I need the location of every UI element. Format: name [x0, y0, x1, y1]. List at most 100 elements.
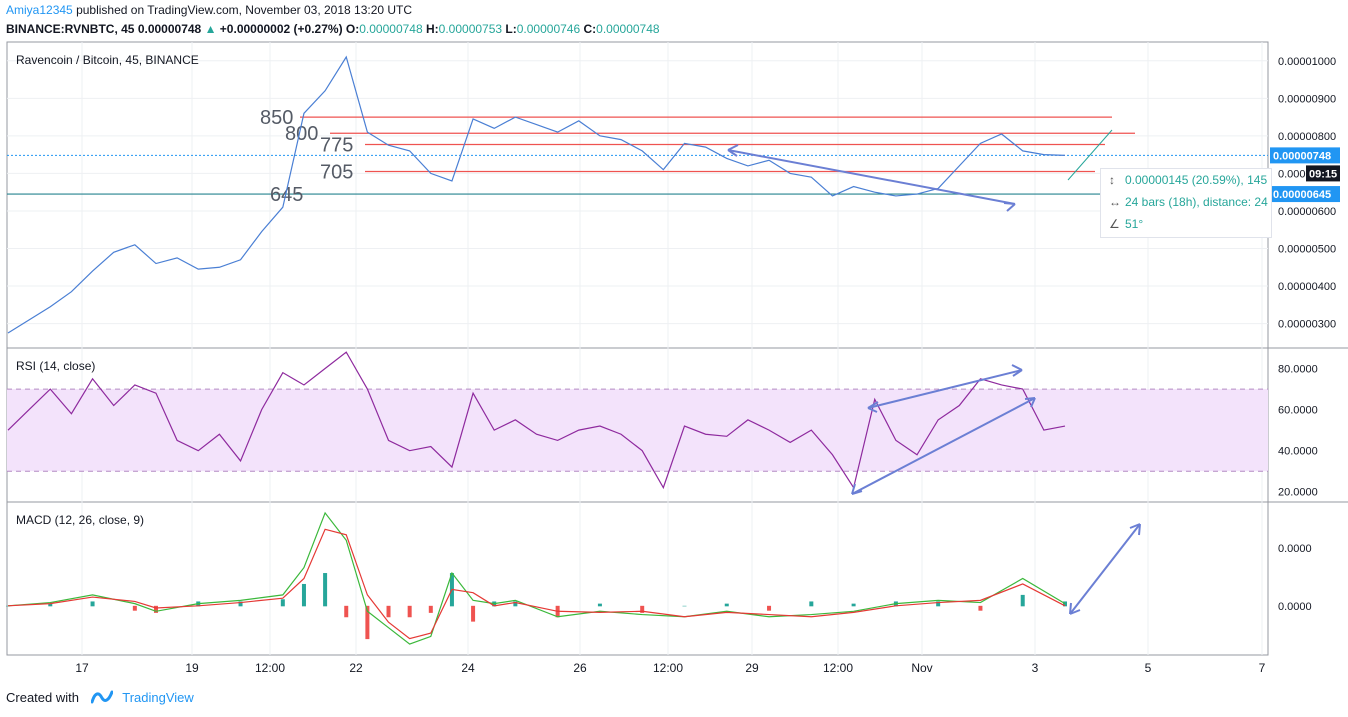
- macd-histogram-bar: [513, 601, 518, 607]
- price-tick-label: 0.00000400: [1278, 281, 1336, 293]
- low-label: L:: [505, 22, 517, 36]
- macd-histogram-bar: [1063, 601, 1067, 607]
- macd-histogram-bar: [1020, 594, 1025, 607]
- macd-histogram-bar: [809, 601, 814, 607]
- symbol-label: BINANCE:RVNBTC, 45: [6, 22, 135, 36]
- macd-histogram-bar: [851, 603, 856, 607]
- macd-histogram-bar: [132, 605, 137, 611]
- level-label: 800: [285, 123, 318, 145]
- close-value: 0.00000748: [596, 22, 660, 36]
- level-label: 705: [320, 162, 353, 184]
- macd-histogram-bar: [6, 605, 10, 607]
- x-tick-label: 5: [1145, 661, 1152, 675]
- level-label: 775: [320, 135, 353, 157]
- macd-histogram-bar: [640, 605, 645, 613]
- publish-info: Amiya12345 published on TradingView.com,…: [6, 3, 412, 17]
- tradingview-link[interactable]: TradingView: [122, 690, 194, 705]
- macd-histogram-bar: [978, 605, 983, 611]
- x-tick-label: 22: [349, 661, 363, 675]
- rsi-trend-arrow: [867, 369, 1023, 409]
- x-tick-label: 17: [75, 661, 89, 675]
- price-tick-label: 0.00000800: [1278, 131, 1336, 143]
- price-tick-label: 0.00000900: [1278, 93, 1336, 105]
- macd-histogram-bar: [428, 605, 433, 613]
- trend-arrow: [727, 149, 1016, 205]
- macd-histogram-bar: [386, 605, 391, 618]
- x-tick-label: 3: [1032, 661, 1039, 675]
- macd-tick-label: 0.0000: [1278, 601, 1312, 613]
- open-value: 0.00000748: [359, 22, 423, 36]
- rsi-tick-label: 60.0000: [1278, 405, 1318, 417]
- price-tick-label: 0.00001000: [1278, 56, 1336, 68]
- high-value: 0.00000753: [438, 22, 503, 36]
- price-axis-label: 0.00000748: [1273, 150, 1331, 162]
- macd-histogram-bar: [365, 605, 370, 640]
- rsi-band: [7, 389, 1268, 472]
- measure-tooltip: ↕ 0.00000145 (20.59%), 145 ↔ 24 bars (18h)…: [1100, 168, 1272, 238]
- macd-tick-label: 0.0000: [1278, 543, 1312, 555]
- measure-bars: 24 bars (18h), distance: 24: [1125, 195, 1268, 209]
- level-label: 645: [270, 184, 303, 206]
- price-axis-label: 0.00000645: [1273, 189, 1331, 201]
- x-tick-label: 12:00: [653, 661, 683, 675]
- publish-text: published on TradingView.com, November 0…: [76, 3, 413, 17]
- macd-projection-arrow: [1069, 523, 1141, 615]
- horizontal-measure-icon: ↔: [1109, 195, 1121, 209]
- measure-change: 0.00000145 (20.59%), 145: [1125, 173, 1268, 187]
- macd-histogram-bar: [280, 599, 285, 607]
- macd-histogram-bar: [344, 605, 349, 618]
- price-axis-label-bg: [1270, 186, 1340, 203]
- macd-histogram-bar: [767, 605, 772, 611]
- macd-line: [7, 511, 1066, 645]
- x-tick-label: 19: [185, 661, 199, 675]
- macd-histogram-bar: [407, 605, 412, 618]
- open-label: O:: [345, 22, 360, 36]
- created-with-text: Created with: [6, 690, 79, 705]
- price-tick-label: 0.00000500: [1278, 244, 1336, 256]
- x-tick-label: 29: [745, 661, 759, 675]
- price-tick-label: 0.00000600: [1278, 206, 1336, 218]
- price-axis-label: 09:15: [1309, 168, 1337, 180]
- up-arrow-icon: ▲: [204, 22, 217, 36]
- macd-histogram-bar: [936, 601, 941, 607]
- author-link[interactable]: Amiya12345: [6, 3, 73, 17]
- close-label: C:: [583, 22, 597, 36]
- high-label: H:: [426, 22, 439, 36]
- arrow-head-icon: [1069, 523, 1141, 615]
- measure-angle: 51°: [1125, 217, 1144, 231]
- rsi-tick-label: 20.0000: [1278, 487, 1318, 499]
- measure-line: [1067, 129, 1113, 181]
- tradingview-logo-icon: [90, 690, 114, 707]
- rsi-series-line: [7, 351, 1066, 490]
- x-tick-label: 12:00: [255, 661, 285, 675]
- macd-histogram-bar: [90, 601, 95, 607]
- price-change: +0.00000002 (+0.27%): [219, 22, 343, 36]
- last-price: 0.00000748: [137, 22, 202, 36]
- rsi-tick-label: 80.0000: [1278, 364, 1318, 376]
- macd-pane-title: MACD (12, 26, close, 9): [16, 513, 145, 527]
- macd-histogram-bar: [48, 603, 53, 607]
- price-pane-title: Ravencoin / Bitcoin, 45, BINANCE: [16, 53, 199, 67]
- macd-histogram-bar: [471, 605, 476, 622]
- price-series-line: [7, 55, 1066, 334]
- x-tick-label: 24: [461, 661, 475, 675]
- macd-histogram-bar: [724, 603, 729, 607]
- macd-histogram-bar: [238, 601, 243, 607]
- x-tick-label: 7: [1259, 661, 1266, 675]
- arrow-head-icon: [727, 144, 1016, 212]
- rsi-trend-arrow: [851, 397, 1036, 495]
- footer: Created with TradingView: [6, 690, 194, 707]
- price-axis-label-bg: [1306, 165, 1340, 182]
- x-tick-label: 26: [573, 661, 587, 675]
- macd-histogram-bar: [153, 605, 158, 613]
- arrow-head-icon: [851, 364, 1036, 495]
- signal-line: [7, 528, 1066, 640]
- price-tick-label: 0.00000300: [1278, 319, 1336, 331]
- x-tick-label: 12:00: [823, 661, 853, 675]
- macd-histogram-bar: [682, 605, 687, 607]
- low-value: 0.00000746: [516, 22, 581, 36]
- ohlc-bar: BINANCE:RVNBTC, 45 0.00000748 ▲ +0.00000…: [6, 22, 660, 36]
- rsi-pane-title: RSI (14, close): [16, 359, 96, 373]
- macd-histogram-bar: [301, 583, 306, 607]
